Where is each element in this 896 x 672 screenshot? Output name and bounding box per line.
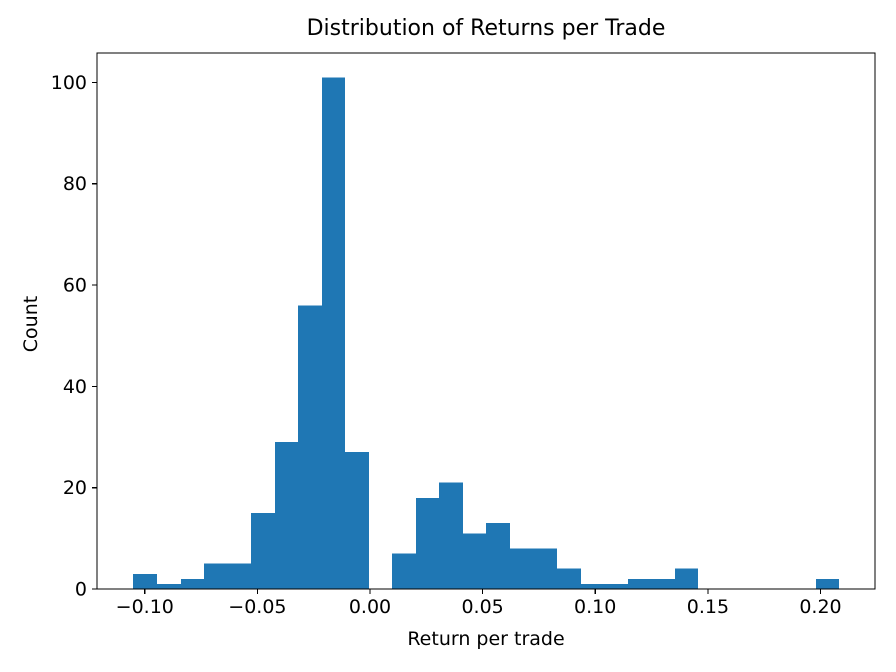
histogram-bar: [133, 573, 157, 589]
histogram-bar: [534, 548, 557, 589]
histogram-bar: [604, 583, 628, 589]
y-tick-label: 80: [63, 173, 87, 195]
histogram-bar: [486, 523, 510, 589]
histogram-bar: [345, 452, 369, 589]
histogram-bar: [816, 578, 839, 589]
histogram-bar: [322, 77, 345, 590]
histogram-bar: [675, 568, 698, 589]
y-tick-label: 60: [63, 275, 87, 297]
histogram-bar: [204, 563, 228, 589]
histogram-bar: [651, 578, 675, 589]
histogram-bar: [392, 553, 416, 589]
histogram-bar: [275, 442, 298, 589]
x-tick-label: 0.05: [461, 596, 503, 618]
histogram-bar: [181, 578, 204, 589]
y-tick-label: 0: [75, 579, 87, 601]
histogram-bar: [628, 578, 651, 589]
histogram-bar: [439, 482, 463, 589]
x-tick-label: 0.00: [349, 596, 391, 618]
histogram-bar: [298, 305, 322, 589]
chart-title: Distribution of Returns per Trade: [306, 16, 666, 41]
plot-frame: [96, 52, 876, 590]
y-tick-label: 100: [51, 72, 87, 94]
histogram-bar: [463, 533, 486, 589]
x-axis-label: Return per trade: [407, 628, 565, 650]
y-tick-label: 20: [63, 477, 87, 499]
x-tick-label: −0.10: [116, 596, 174, 618]
histogram-bar: [251, 513, 275, 589]
histogram-bar: [157, 583, 181, 589]
x-tick-label: −0.05: [228, 596, 286, 618]
histogram-bar: [581, 583, 604, 589]
y-tick-label: 40: [63, 376, 87, 398]
x-tick-label: 0.15: [687, 596, 729, 618]
histogram-bar: [557, 568, 581, 589]
histogram-bar: [510, 548, 534, 589]
histogram-bar: [228, 563, 251, 589]
x-tick-label: 0.20: [799, 596, 841, 618]
histogram-bar: [416, 497, 439, 589]
x-tick-label: 0.10: [574, 596, 616, 618]
